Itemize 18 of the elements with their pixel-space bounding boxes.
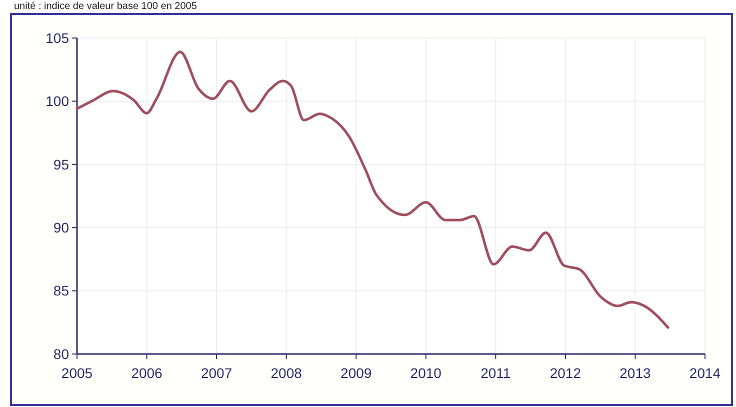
x-tick-label: 2014 (689, 365, 721, 381)
y-tick-label: 80 (53, 346, 70, 362)
x-tick-label: 2006 (131, 365, 163, 381)
x-tick-label: 2013 (620, 365, 652, 381)
y-tick-label: 105 (46, 30, 70, 46)
y-tick-label: 100 (46, 93, 70, 110)
x-tick-label: 2005 (61, 365, 93, 381)
x-tick-label: 2009 (340, 365, 372, 381)
x-tick-label: 2012 (550, 365, 582, 381)
x-tick-label: 2011 (480, 365, 511, 381)
x-tick-label: 2007 (200, 365, 232, 381)
x-tick-label: 2008 (270, 365, 302, 381)
x-tick-label: 2010 (410, 365, 442, 381)
y-tick-label: 85 (53, 282, 70, 299)
y-tick-label: 95 (53, 156, 70, 172)
line-series (76, 50, 670, 329)
chart-subtitle: unité : indice de valeur base 100 en 2005 (14, 1, 198, 12)
y-tick-label: 90 (53, 220, 70, 236)
